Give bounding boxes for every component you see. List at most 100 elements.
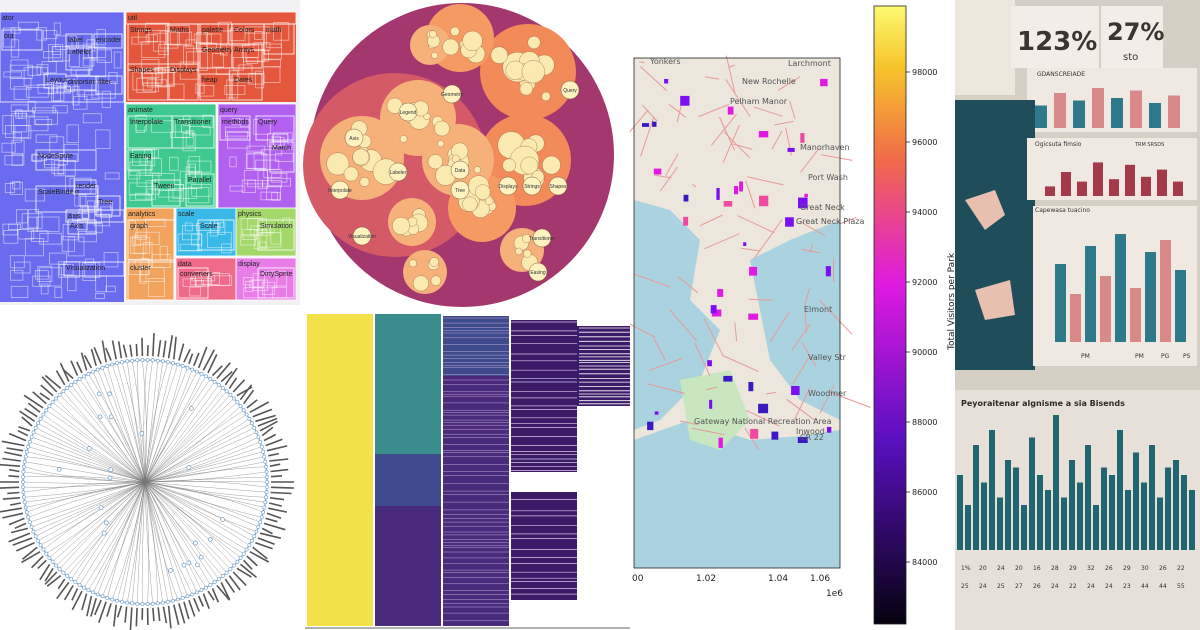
x-exponent: 1e6 [826, 589, 843, 599]
treemap-cell [263, 23, 295, 55]
treemap-subcell [63, 143, 79, 162]
radial-leaf [263, 459, 268, 464]
treemap-cell-label: label [68, 37, 83, 44]
radial-link [23, 471, 146, 483]
label-circle [442, 84, 462, 104]
bar-a [1092, 88, 1104, 128]
icicle-col-1-d [375, 506, 441, 626]
treemap-subcell [243, 169, 269, 185]
treemap-subcell [205, 33, 222, 49]
map-road [705, 386, 718, 391]
treemap-cell-label: DirtySprite [260, 271, 293, 278]
radial-leaf [86, 372, 91, 376]
bar-c [1085, 246, 1096, 342]
radial-leaf [249, 421, 254, 426]
map-road [719, 116, 735, 151]
radial-leaf [238, 555, 243, 560]
park-polygon [798, 197, 808, 209]
treemap-subcell [141, 41, 166, 58]
radial-leaf-label [270, 475, 283, 478]
icicle-chart [305, 314, 630, 629]
treemap-subcell [32, 107, 57, 114]
treemap-subcell [188, 155, 201, 174]
label-circle [532, 228, 552, 248]
radial-leaf [29, 435, 34, 440]
circle-label: Axis [349, 136, 359, 142]
radial-leaf [212, 379, 217, 384]
radial-link [144, 481, 158, 604]
radial-leaf-label [124, 606, 128, 623]
treemap-subcell [152, 172, 175, 191]
leaf-circle [399, 135, 408, 143]
park-polygon [683, 216, 689, 226]
bar-d [1141, 482, 1147, 550]
icicle-gap [511, 472, 577, 492]
radial-leaf-label [270, 468, 289, 473]
radial-leaf [247, 416, 252, 421]
radial-leaf [249, 538, 254, 543]
label-circle [352, 226, 372, 246]
treemap-subcell [134, 192, 150, 200]
treemap-subcell [85, 223, 103, 234]
map-road [694, 342, 711, 377]
map-road [649, 357, 683, 371]
radial-leaf [125, 600, 130, 605]
radial-leaf-label [4, 451, 22, 457]
map-shape [965, 190, 1005, 230]
radial-internal-node [168, 568, 173, 573]
map-road [654, 174, 672, 179]
treemap-cell-label: distortion [68, 79, 97, 86]
radial-link [46, 410, 146, 483]
radial-link [49, 406, 146, 483]
map-road [774, 120, 794, 126]
treemap-subcell [70, 67, 90, 76]
map-road [692, 183, 697, 188]
radial-leaf [21, 474, 26, 479]
treemap-subcell [24, 188, 45, 202]
colorbar-tick-label: 92000 [912, 278, 937, 287]
circle-label: Data [455, 168, 466, 174]
map-road [676, 102, 683, 123]
treemap-subcell [108, 72, 118, 85]
map-road [630, 109, 649, 133]
radial-leaf [252, 534, 257, 539]
bar-c [1175, 270, 1186, 342]
radial-leaf [204, 585, 208, 590]
map-place-label: Valley Str [808, 353, 847, 362]
treemap-subcell [49, 252, 67, 265]
bottom-number: 26 [1159, 565, 1167, 572]
radial-link [144, 402, 238, 483]
radial-leaf [216, 382, 221, 387]
radial-leaf-label [14, 522, 27, 530]
radial-leaf-label [216, 584, 231, 601]
radial-leaf-label [243, 559, 253, 570]
bar-b [1045, 186, 1055, 196]
radial-leaf [69, 577, 74, 582]
treemap-cell-label: ScaleBinding [38, 189, 79, 196]
park-polygon [664, 79, 669, 84]
radial-link [24, 461, 146, 483]
bar-d [1029, 437, 1035, 550]
radial-leaf-label [80, 352, 88, 371]
treemap-subcell [151, 253, 171, 268]
treemap-subcell [252, 273, 278, 289]
icicle-col-1-c [375, 454, 441, 506]
radial-leaf-label [117, 341, 123, 359]
radial-leaf [54, 396, 59, 401]
radial-link [75, 381, 146, 483]
radial-leaf [264, 474, 269, 479]
map-place-label: Larchmont [788, 59, 831, 68]
radial-leaf [235, 400, 240, 405]
stat-1: 123% [1017, 27, 1097, 57]
treemap-subcell [39, 267, 62, 287]
map-road [839, 216, 857, 225]
radial-leaf-label [265, 438, 283, 447]
park-polygon [797, 437, 808, 443]
radial-leaf [170, 598, 175, 603]
radial-leaf-label [8, 475, 20, 478]
radial-leaf [38, 416, 43, 421]
treemap-cell [73, 179, 97, 195]
map-road [801, 248, 820, 254]
radial-internal-node [186, 465, 192, 470]
treemap-cell-label: graph [130, 223, 148, 230]
